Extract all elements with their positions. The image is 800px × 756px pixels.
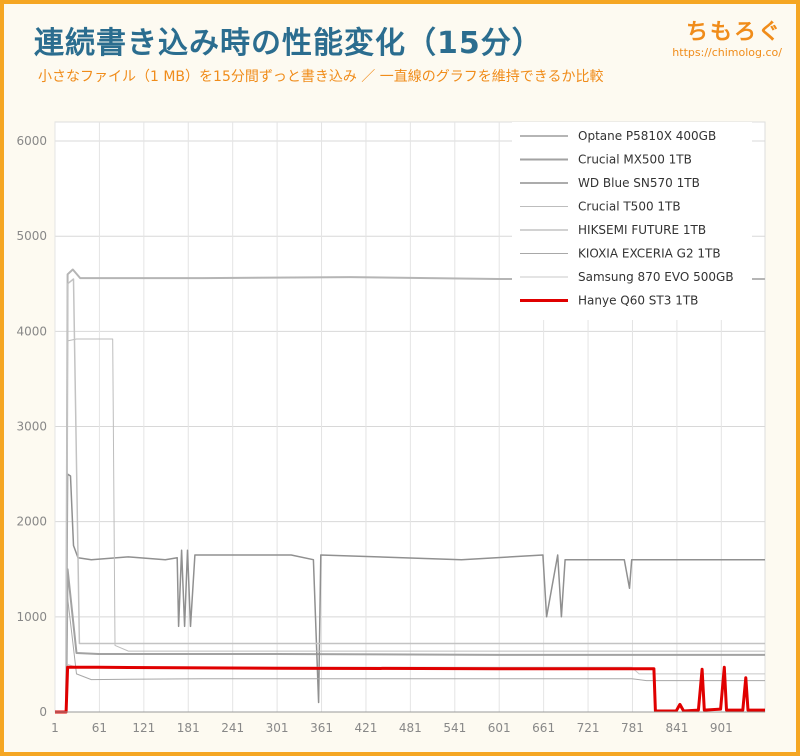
x-tick-label: 841	[665, 721, 688, 735]
brand-logo: ちもろぐ https://chimolog.co/	[672, 14, 782, 59]
y-tick-label: 1000	[16, 610, 47, 624]
x-tick-label: 61	[92, 721, 107, 735]
legend-label: KIOXIA EXCERIA G2 1TB	[578, 247, 721, 261]
legend-label: WD Blue SN570 1TB	[578, 176, 700, 190]
x-tick-label: 361	[310, 721, 333, 735]
legend-label: Crucial MX500 1TB	[578, 153, 692, 167]
x-tick-label: 421	[354, 721, 377, 735]
y-tick-label: 3000	[16, 420, 47, 434]
chart-title: 連続書き込み時の性能変化（15分）	[34, 26, 543, 61]
x-tick-label: 121	[132, 721, 155, 735]
y-tick-label: 2000	[16, 515, 47, 529]
y-tick-label: 4000	[16, 324, 47, 338]
legend-label: HIKSEMI FUTURE 1TB	[578, 223, 706, 237]
gridlines	[54, 122, 765, 713]
legend-box	[512, 122, 752, 320]
series-line-5	[55, 597, 765, 713]
brand-url: https://chimolog.co/	[672, 46, 782, 59]
legend-label: Samsung 870 EVO 500GB	[578, 270, 734, 284]
x-tick-label: 181	[177, 721, 200, 735]
axes: 0 1000 2000 3000 4000 5000 6000 1 61 121 181 241 301…	[16, 134, 765, 735]
x-tick-label: 301	[266, 721, 289, 735]
x-tick-label: 781	[621, 721, 644, 735]
x-tick-label: 661	[532, 721, 555, 735]
brand-name: ちもろぐ	[685, 20, 782, 45]
chart-subtitle: 小さなファイル（1 MB）を15分間ずっと書き込み ／ 一直線のグラフを維持でき…	[38, 69, 604, 85]
x-tick-label: 901	[710, 721, 733, 735]
y-tick-label: 5000	[16, 229, 47, 243]
x-tick-label: 481	[399, 721, 422, 735]
x-tick-label: 721	[577, 721, 600, 735]
legend: Optane P5810X 400GB Crucial MX500 1TB WD B…	[512, 122, 752, 320]
y-tick-label: 6000	[16, 134, 47, 148]
x-tick-label: 541	[443, 721, 466, 735]
series-group	[55, 268, 765, 714]
x-tick-label: 601	[488, 721, 511, 735]
series-line-7	[55, 665, 765, 714]
legend-label: Crucial T500 1TB	[578, 200, 681, 214]
x-tick-label: 1	[51, 721, 59, 735]
legend-label: Optane P5810X 400GB	[578, 129, 716, 143]
y-tick-label: 0	[39, 705, 47, 719]
legend-label: Hanye Q60 ST3 1TB	[578, 294, 698, 308]
series-line-4	[55, 278, 765, 713]
x-tick-label: 241	[221, 721, 244, 735]
